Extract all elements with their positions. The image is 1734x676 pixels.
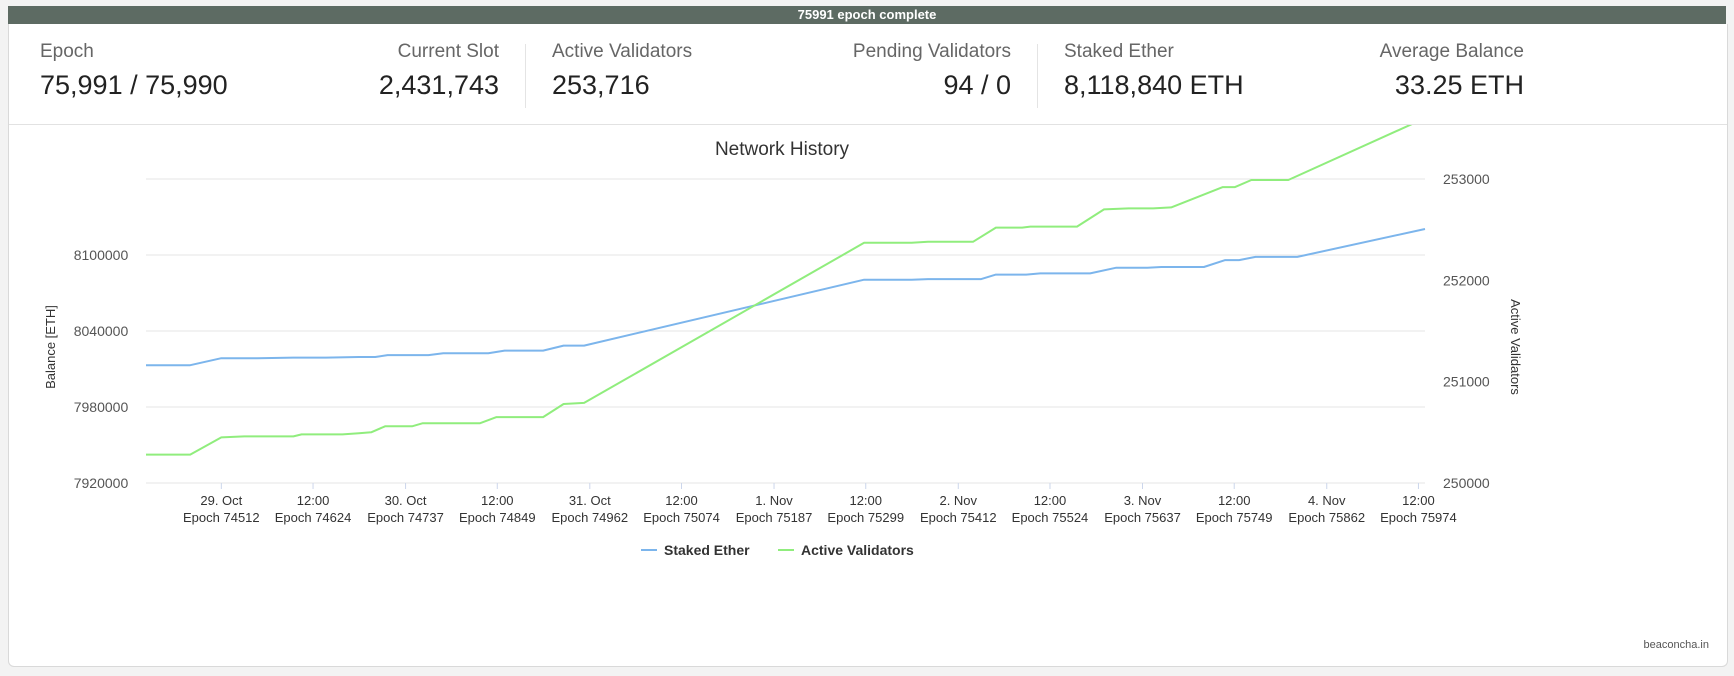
x-tick-epoch-label: Epoch 75299	[827, 510, 904, 525]
y-left-tick-label: 7980000	[74, 399, 129, 415]
stat-epoch: Epoch 75,991 / 75,990	[40, 40, 228, 102]
stat-current-slot: Current Slot 2,431,743	[379, 40, 499, 102]
y-right-tick-label: 251000	[1443, 374, 1490, 390]
stats-bar: Epoch 75,991 / 75,990 Current Slot 2,431…	[9, 24, 1727, 125]
y-left-tick-label: 8100000	[74, 247, 129, 263]
x-tick-epoch-label: Epoch 75187	[736, 510, 813, 525]
epoch-progress-bar: 75991 epoch complete	[8, 6, 1726, 24]
x-tick-epoch-label: Epoch 74737	[367, 510, 444, 525]
epoch-progress-label: 75991 epoch complete	[797, 7, 937, 22]
y-axis-left-title: Balance [ETH]	[43, 305, 58, 389]
stat-average-balance-value: 33.25 ETH	[1394, 70, 1524, 100]
x-tick-date-label: 12:00	[1218, 493, 1251, 508]
x-axis-ticks: 29. Oct Epoch 74512 12:00 Epoch 74624 30. Oc…	[183, 483, 1457, 525]
x-tick-epoch-label: Epoch 74624	[275, 510, 352, 525]
x-tick-date-label: 30. Oct	[385, 493, 427, 508]
chart-legend[interactable]: Staked Ether Active Validators	[641, 542, 914, 558]
y-axis-left-ticks: 7920000 7980000 8040000 8100000	[74, 247, 129, 491]
series-line-staked-ether	[146, 228, 1426, 367]
network-history-chart: Network History 7920000 7980000 8040000 810…	[9, 117, 1727, 665]
stat-epoch-value: 75,991 / 75,990	[40, 70, 228, 100]
chart-credit[interactable]: beaconcha.in	[1643, 639, 1709, 651]
x-tick-date-label: 12:00	[1034, 493, 1067, 508]
stat-staked-ether: Staked Ether 8,118,840 ETH	[1064, 40, 1244, 102]
x-tick-date-label: 2. Nov	[939, 493, 977, 508]
y-right-tick-label: 250000	[1443, 475, 1490, 491]
network-card: Epoch 75,991 / 75,990 Current Slot 2,431…	[8, 24, 1728, 667]
x-tick-epoch-label: Epoch 74512	[183, 510, 260, 525]
x-tick-date-label: 12:00	[849, 493, 882, 508]
y-left-tick-label: 8040000	[74, 323, 129, 339]
stat-active-validators-value: 253,716	[552, 70, 650, 100]
series-line-active-validators	[146, 117, 1426, 456]
y-axis-right-title: Active Validators	[1508, 299, 1523, 395]
legend-label: Active Validators	[801, 542, 914, 558]
chart-svg: Network History 7920000 7980000 8040000 810…	[43, 117, 1523, 558]
chart-title: Network History	[715, 139, 850, 160]
x-tick-date-label: 1. Nov	[755, 493, 793, 508]
chart-series	[146, 117, 1426, 456]
x-tick-date-label: 31. Oct	[569, 493, 611, 508]
chart-grid	[146, 178, 1425, 484]
x-tick-epoch-label: Epoch 75862	[1288, 510, 1365, 525]
stat-average-balance-label: Average Balance	[1379, 41, 1524, 62]
legend-item-active-validators[interactable]: Active Validators	[778, 542, 914, 558]
x-tick-epoch-label: Epoch 75074	[643, 510, 720, 525]
stat-active-validators: Active Validators 253,716	[552, 40, 692, 102]
y-right-tick-label: 252000	[1443, 272, 1490, 288]
stat-epoch-label: Epoch	[40, 41, 94, 62]
stats-divider	[525, 44, 526, 108]
stat-average-balance: Average Balance 33.25 ETH	[1380, 40, 1524, 102]
stat-active-validators-label: Active Validators	[552, 41, 693, 62]
x-tick-epoch-label: Epoch 74849	[459, 510, 536, 525]
x-tick-date-label: 4. Nov	[1308, 493, 1346, 508]
stat-staked-ether-value: 8,118,840 ETH	[1064, 70, 1244, 100]
y-axis-right-ticks: 250000 251000 252000 253000	[1443, 171, 1490, 491]
x-tick-date-label: 3. Nov	[1124, 493, 1162, 508]
x-tick-date-label: 12:00	[665, 493, 698, 508]
stat-pending-validators: Pending Validators 94 / 0	[853, 40, 1011, 102]
x-tick-epoch-label: Epoch 74962	[551, 510, 628, 525]
stat-pending-validators-label: Pending Validators	[852, 41, 1011, 62]
y-right-tick-label: 253000	[1443, 171, 1490, 187]
x-tick-epoch-label: Epoch 75524	[1012, 510, 1089, 525]
x-tick-epoch-label: Epoch 75412	[920, 510, 997, 525]
x-tick-epoch-label: Epoch 75749	[1196, 510, 1273, 525]
legend-item-staked-ether[interactable]: Staked Ether	[641, 542, 750, 558]
x-tick-date-label: 12:00	[297, 493, 330, 508]
legend-label: Staked Ether	[664, 542, 750, 558]
x-tick-date-label: 12:00	[1402, 493, 1435, 508]
stat-current-slot-value: 2,431,743	[378, 70, 499, 100]
stats-divider	[1037, 44, 1038, 108]
x-tick-date-label: 29. Oct	[200, 493, 242, 508]
stat-staked-ether-label: Staked Ether	[1064, 41, 1174, 62]
x-tick-date-label: 12:00	[481, 493, 514, 508]
stat-pending-validators-value: 94 / 0	[943, 70, 1011, 100]
y-left-tick-label: 7920000	[74, 475, 129, 491]
epoch-progress-fill	[8, 6, 1726, 24]
stat-current-slot-label: Current Slot	[397, 41, 499, 62]
x-tick-epoch-label: Epoch 75637	[1104, 510, 1181, 525]
x-tick-epoch-label: Epoch 75974	[1380, 510, 1457, 525]
